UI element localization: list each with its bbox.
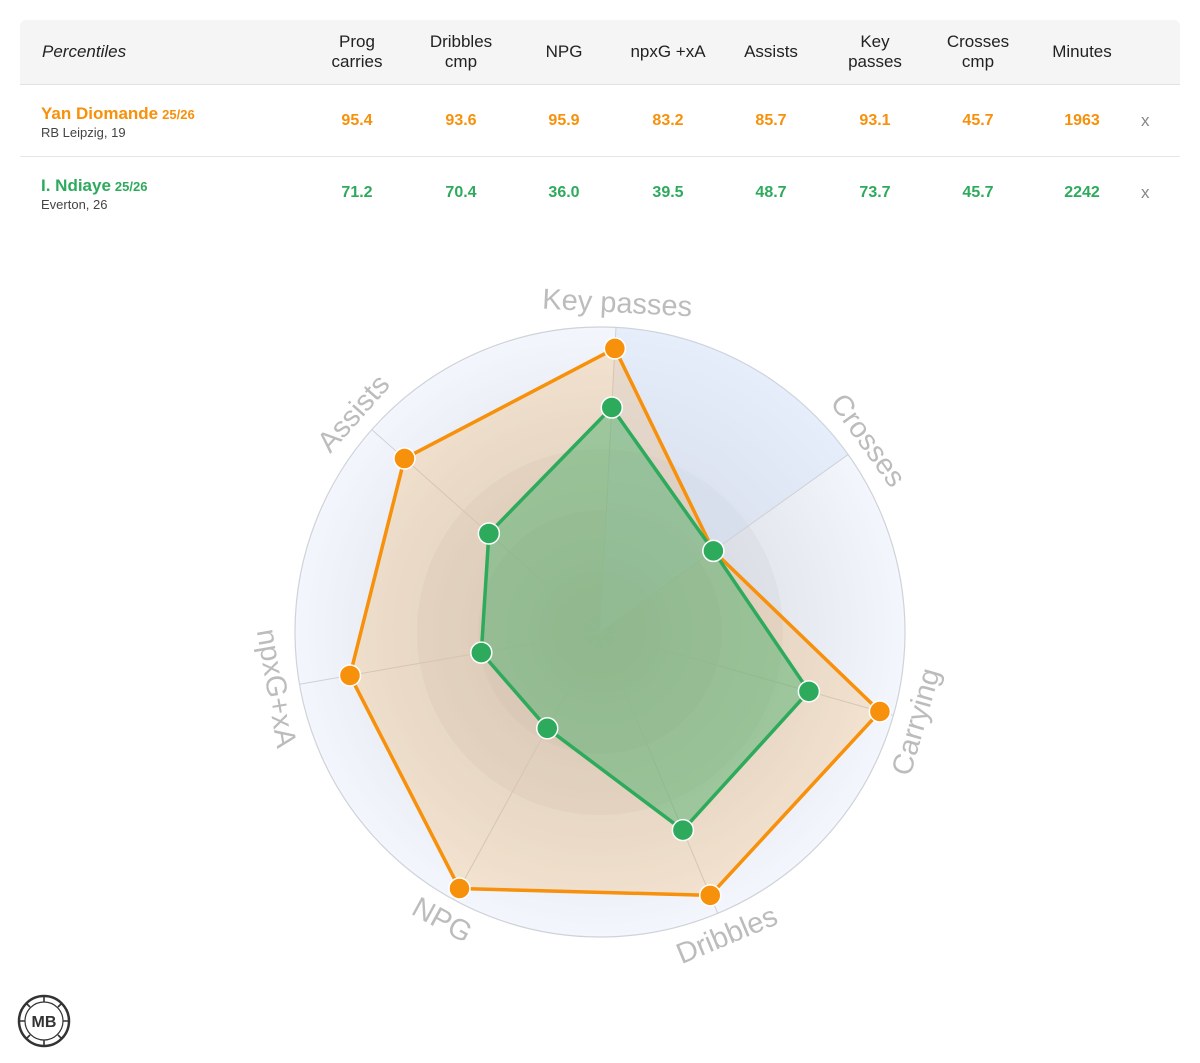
- value-crosses-cmp: 45.7: [962, 111, 994, 129]
- radar-highlight-sector: [600, 327, 849, 632]
- player-row-ndiaye: I. Ndiaye 25/26 Everton, 26 71.2 70.4 36.…: [20, 157, 1180, 228]
- header-minutes[interactable]: Minutes: [1052, 42, 1112, 61]
- percentiles-header: Percentiles: [42, 42, 127, 61]
- value-minutes: 2242: [1064, 183, 1100, 201]
- percentiles-table: Percentiles Prog carries Dribbles cmp NP…: [20, 20, 1180, 228]
- player-name[interactable]: Yan Diomande: [41, 104, 159, 123]
- radar-point: [868, 700, 892, 723]
- value-npxg-xa: 39.5: [652, 183, 684, 201]
- table-header: Percentiles Prog carries Dribbles cmp NP…: [20, 20, 1180, 85]
- remove-player-button[interactable]: x: [1141, 182, 1150, 202]
- radar-point: [600, 396, 624, 419]
- radar-point: [448, 877, 471, 900]
- header-crosses-cmp[interactable]: Crosses cmp: [946, 32, 1010, 71]
- radar-point: [470, 641, 493, 664]
- value-assists: 48.7: [755, 183, 787, 201]
- value-crosses-cmp: 45.7: [962, 183, 994, 201]
- value-minutes: 1963: [1064, 111, 1100, 129]
- radar-point: [477, 522, 501, 545]
- header-dribbles-cmp[interactable]: Dribbles cmp: [429, 32, 493, 71]
- header-npxg-xa[interactable]: npxG +xA: [630, 42, 706, 61]
- radar-spoke-0: [599, 327, 617, 633]
- radar-axis-label: npxG+xA: [250, 626, 302, 750]
- radar-point: [797, 680, 821, 703]
- radar-point: [702, 539, 725, 563]
- value-dribbles-cmp: 70.4: [445, 183, 477, 201]
- value-key-passes: 93.1: [859, 111, 891, 129]
- player-name[interactable]: I. Ndiaye: [41, 176, 111, 195]
- radar-spoke-3: [599, 631, 719, 914]
- mb-logo: MB: [17, 994, 71, 1048]
- radar-chart: Key passesCrossesCarryingDribblesNPGnpxG…: [250, 284, 947, 971]
- player-info: I. Ndiaye 25/26 Everton, 26: [41, 176, 147, 212]
- radar-point: [338, 664, 362, 687]
- player-row-diomande: Yan Diomande 25/26 RB Leipzig, 19 95.4 93…: [20, 85, 1180, 157]
- radar-spoke-2: [599, 631, 894, 716]
- radar-point: [535, 717, 559, 740]
- header-key-passes[interactable]: Key passes: [848, 32, 902, 71]
- player-team: Everton, 26: [41, 197, 108, 212]
- header-npg[interactable]: NPG: [545, 42, 583, 61]
- value-npg: 36.0: [548, 183, 580, 201]
- value-prog-carries: 71.2: [341, 183, 373, 201]
- player-season: 25/26: [114, 179, 148, 194]
- value-npxg-xa: 83.2: [652, 111, 684, 129]
- value-dribbles-cmp: 93.6: [445, 111, 477, 129]
- value-prog-carries: 95.4: [341, 111, 373, 129]
- radar-series-1: [470, 396, 821, 842]
- logo-text: MB: [32, 1014, 57, 1031]
- header-assists[interactable]: Assists: [744, 42, 798, 61]
- remove-player-button[interactable]: x: [1141, 110, 1150, 130]
- value-key-passes: 73.7: [859, 183, 891, 201]
- radar-point: [671, 818, 695, 842]
- player-team: RB Leipzig, 19: [41, 125, 126, 140]
- radar-series-area: [479, 405, 811, 832]
- header-prog-carries[interactable]: Prog carries: [331, 32, 383, 71]
- radar-spoke-4: [453, 631, 601, 900]
- player-info: Yan Diomande 25/26 RB Leipzig, 19: [41, 104, 195, 140]
- player-season: 25/26: [162, 107, 195, 122]
- radar-point: [393, 447, 416, 470]
- radar-spoke-1: [599, 454, 849, 633]
- value-assists: 85.7: [755, 111, 787, 129]
- value-npg: 95.9: [548, 111, 580, 129]
- radar-point: [698, 884, 722, 907]
- radar-axis-label: Key passes: [542, 284, 693, 324]
- radar-point: [603, 337, 627, 360]
